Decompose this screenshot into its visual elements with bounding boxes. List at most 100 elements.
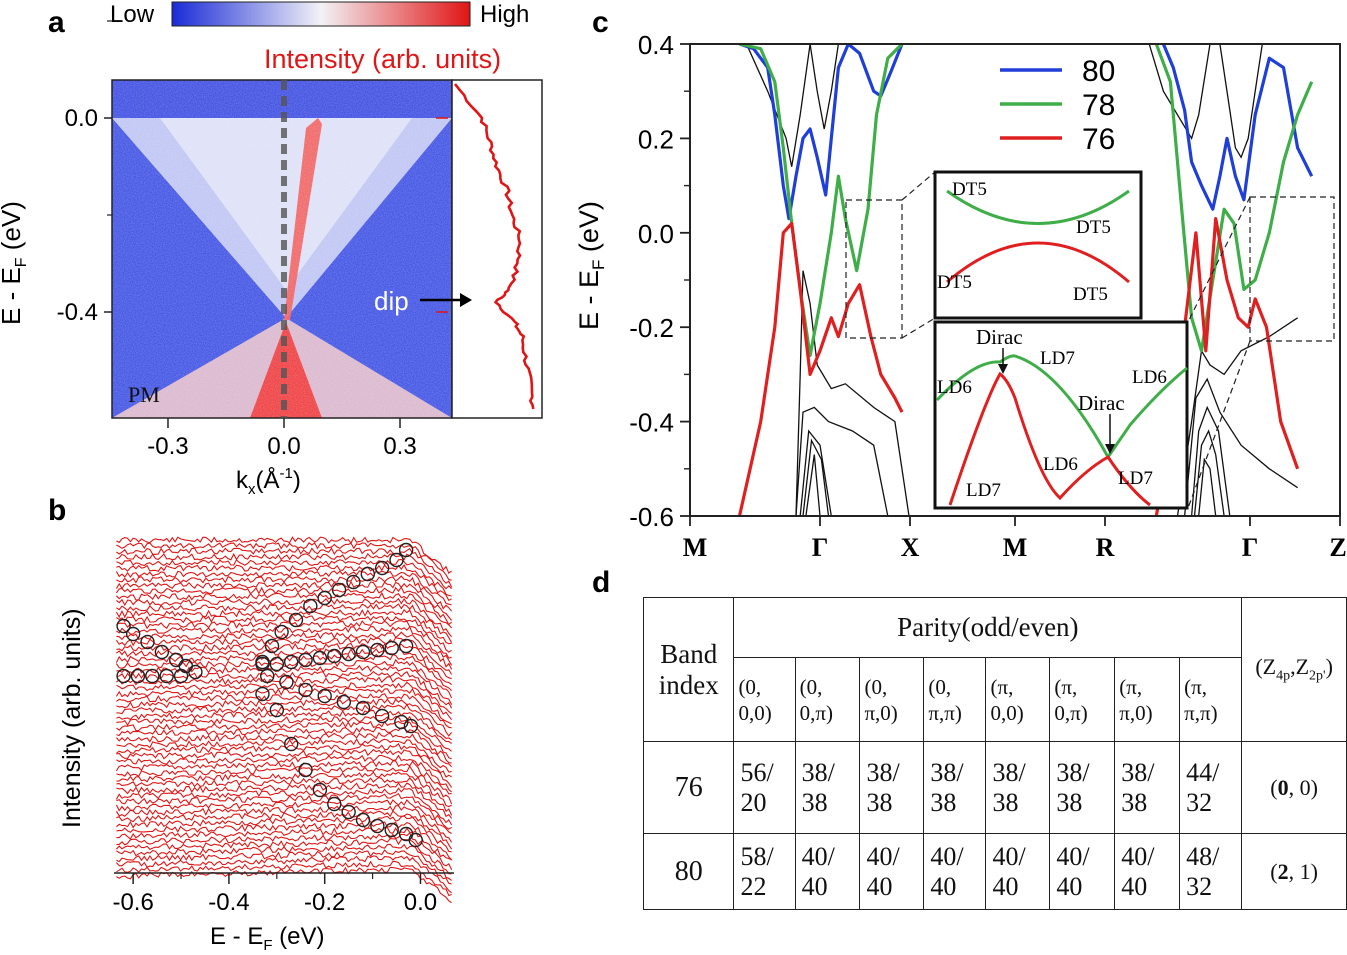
edc-trace: [116, 558, 452, 597]
peak-marker: [341, 646, 356, 662]
inset2-label: LD6: [1043, 454, 1078, 475]
inset1-green-curve: [946, 189, 1130, 225]
peak-marker: [317, 590, 332, 606]
kpoint-header: (0, 0,π): [794, 657, 861, 742]
inset1-label: DT5: [1073, 284, 1108, 305]
x-tick-label: -0.4: [208, 889, 249, 916]
edc-trace: [115, 609, 452, 645]
band-80-line: [738, 44, 904, 221]
kpoint-header: (0, π,π): [923, 657, 987, 742]
peak-marker: [274, 624, 289, 640]
edc-trace: [115, 653, 452, 691]
edc-trace: [116, 564, 452, 602]
panel-a-ylabel: E - EF (eV): [0, 201, 30, 325]
inset2-label: LD6: [937, 377, 972, 398]
edc-curve-group: [453, 83, 535, 410]
y-tick-label: -0.4: [629, 408, 674, 438]
x-tick-label: 0.3: [383, 433, 416, 460]
panel-a-label: a: [48, 6, 65, 39]
band-index-cell: 76: [642, 741, 735, 834]
edc-panel: [451, 79, 543, 419]
kpoint-header: (π, π,0): [1114, 657, 1181, 742]
peak-marker: [130, 668, 146, 684]
edc-trace: [116, 542, 452, 581]
edc-trace: [116, 849, 452, 885]
edc-trace: [116, 860, 452, 897]
k-point-label: Γ: [812, 533, 829, 562]
panel-b-ylabel: Intensity (arb. units): [58, 608, 86, 828]
band-line: [745, 44, 811, 167]
kpoint-header: (0, 0,0): [733, 657, 796, 742]
edc-trace: [115, 580, 453, 621]
peak-marker: [154, 644, 170, 660]
peak-markers: [116, 542, 423, 848]
band-line: [1219, 44, 1263, 159]
legend-label: 80: [1082, 55, 1115, 88]
peak-marker: [360, 566, 376, 582]
peak-marker: [159, 668, 174, 684]
edc-trace: [116, 776, 453, 816]
inset2-label: LD7: [1118, 468, 1153, 489]
peak-marker: [298, 762, 313, 778]
kpoint-header: (0, π,0): [859, 657, 925, 742]
zoom-box-right: [1249, 196, 1335, 342]
kpoint-header: (π, 0,0): [985, 657, 1051, 742]
parity-cell: 40/ 40: [859, 833, 925, 910]
edc-trace: [116, 715, 452, 752]
edc-trace: [116, 720, 452, 760]
peak-marker: [374, 708, 390, 724]
x-tick-label: 0.0: [267, 433, 300, 460]
edc-trace: [116, 615, 452, 653]
edc-trace: [116, 748, 453, 788]
edc-trace: [116, 642, 452, 680]
peak-marker: [269, 656, 285, 672]
z-invariant-cell: (0, 0): [1241, 741, 1347, 834]
edc-trace: [116, 826, 452, 861]
z-invariant-cell: (2, 1): [1241, 833, 1347, 910]
kpoint-row: (0, 0,0) (0, 0,π) (0, π,0) (0, π,π) (π, 0,0)…: [644, 657, 1347, 742]
table-row: 80 58/ 22 40/ 40 40/ 40 40/ 40 40/ 40 40/ 40 40…: [642, 833, 1347, 910]
inset2-label: Dirac: [976, 325, 1023, 349]
panel-b-xlabel: E - EF (eV): [210, 923, 325, 954]
band-line: [805, 454, 821, 516]
edc-curve: [453, 83, 535, 410]
peak-marker: [312, 650, 328, 666]
peak-marker: [116, 668, 131, 684]
band-line: [1198, 457, 1217, 516]
parity-cell: 38/ 38: [794, 741, 861, 834]
colorbar-low-label: Low: [110, 1, 155, 28]
edc-trace: [116, 792, 452, 830]
parity-header: Parity(odd/even): [733, 597, 1243, 658]
edc-trace: [115, 658, 453, 699]
inset2-red-curve: [948, 371, 1151, 507]
y-tick-label: -0.4: [57, 299, 98, 326]
panel-b-axes: -0.6 -0.4 -0.2 0.0: [112, 872, 454, 916]
band-index-header: Band index: [642, 597, 735, 742]
inset-dt5-curves: DT5 DT5 DT5 DT5: [937, 179, 1130, 305]
edc-trace: [115, 569, 452, 606]
peak-marker: [355, 812, 371, 828]
peak-marker: [370, 642, 385, 658]
inset2-label: Dirac: [1078, 391, 1125, 415]
k-point-label: M: [1003, 533, 1028, 562]
k-point-label: Z: [1329, 533, 1346, 562]
colorbar-high-label: High: [480, 1, 529, 28]
parity-cell: 38/ 38: [985, 741, 1051, 834]
band-line: [802, 438, 830, 516]
edc-trace: [116, 597, 453, 638]
peak-marker: [279, 674, 294, 690]
inset1-label: DT5: [937, 272, 972, 293]
peak-marker: [264, 638, 280, 654]
peak-marker: [355, 700, 371, 716]
parity-cell: 40/ 40: [923, 833, 987, 910]
band-line: [795, 406, 889, 516]
peak-marker: [384, 822, 399, 838]
peak-marker: [317, 688, 332, 704]
panel-c-axes: 0.4 0.2 0.0 -0.2 -0.4 -0.6 M Γ X M R Γ Z: [629, 30, 1346, 562]
edc-trace: [116, 536, 452, 575]
edc-trace: [116, 676, 452, 714]
peak-marker: [327, 796, 342, 812]
dip-arrowhead: [460, 293, 472, 307]
peak-marker: [145, 668, 160, 684]
edc-trace: [116, 698, 453, 737]
